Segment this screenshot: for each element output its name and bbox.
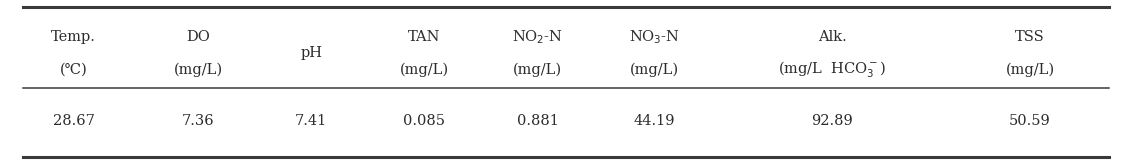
Text: NO$_3$-N: NO$_3$-N xyxy=(628,28,680,46)
Text: (mg/L): (mg/L) xyxy=(173,62,223,77)
Text: 92.89: 92.89 xyxy=(812,114,852,128)
Text: NO$_2$-N: NO$_2$-N xyxy=(512,28,564,46)
Text: DO: DO xyxy=(186,30,211,44)
Text: 28.67: 28.67 xyxy=(53,114,94,128)
Text: 44.19: 44.19 xyxy=(634,114,675,128)
Text: pH: pH xyxy=(300,46,323,60)
Text: Alk.: Alk. xyxy=(817,30,847,44)
Text: (mg/L  HCO$_3^-$): (mg/L HCO$_3^-$) xyxy=(778,60,886,80)
Text: (mg/L): (mg/L) xyxy=(400,62,449,77)
Text: 0.085: 0.085 xyxy=(403,114,446,128)
Text: Temp.: Temp. xyxy=(51,30,96,44)
Text: (mg/L): (mg/L) xyxy=(1005,62,1055,77)
Text: 0.881: 0.881 xyxy=(517,114,558,128)
Text: 7.36: 7.36 xyxy=(182,114,214,128)
Text: TSS: TSS xyxy=(1015,30,1045,44)
Text: (mg/L): (mg/L) xyxy=(513,62,563,77)
Text: 50.59: 50.59 xyxy=(1010,114,1050,128)
Text: 7.41: 7.41 xyxy=(295,114,327,128)
Text: TAN: TAN xyxy=(409,30,440,44)
Text: (mg/L): (mg/L) xyxy=(629,62,679,77)
Text: (℃): (℃) xyxy=(60,63,87,77)
